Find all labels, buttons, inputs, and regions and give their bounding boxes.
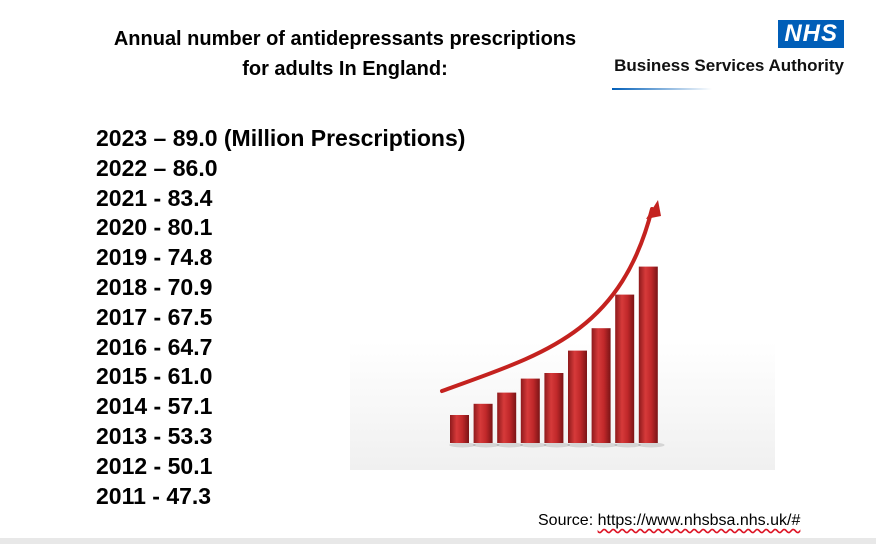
illustration-bar bbox=[544, 373, 564, 443]
bar-shadow bbox=[520, 442, 547, 448]
data-row: 2011 - 47.3 bbox=[96, 482, 212, 509]
growth-bar-illustration bbox=[440, 200, 665, 448]
bar-shadow bbox=[472, 442, 500, 448]
data-row: 2012 - 50.1 bbox=[96, 452, 213, 479]
bottom-band bbox=[0, 538, 876, 544]
nhsbsa-logo: NHS Business Services Authority bbox=[612, 20, 848, 92]
data-row: 2015 - 61.0 bbox=[96, 363, 213, 390]
bar-shadow bbox=[614, 442, 641, 448]
chart-title: Annual number of antidepressants prescri… bbox=[80, 24, 610, 84]
data-row: 2023 – 89.0 (Million Prescriptions) bbox=[96, 125, 466, 151]
org-name: Business Services Authority bbox=[614, 56, 844, 75]
data-row: 2016 - 64.7 bbox=[96, 333, 213, 360]
data-row: 2013 - 53.3 bbox=[96, 422, 213, 449]
data-row: 2014 - 57.1 bbox=[96, 393, 213, 420]
title-line-1: Annual number of antidepressants prescri… bbox=[113, 28, 577, 50]
title-line-2: for adults In England: bbox=[242, 58, 448, 80]
bar-shadow bbox=[567, 442, 594, 448]
bar-shadow bbox=[543, 442, 571, 448]
illustration-bar bbox=[615, 294, 635, 443]
data-row: 2018 - 70.9 bbox=[96, 273, 213, 300]
trend-arrow-head bbox=[646, 200, 661, 219]
data-row: 2017 - 67.5 bbox=[96, 303, 213, 330]
bar-shadow bbox=[590, 442, 618, 448]
illustration-bar bbox=[520, 378, 540, 443]
bar-shadow bbox=[638, 442, 665, 448]
bar-shadow bbox=[449, 442, 476, 448]
illustration-bar bbox=[450, 415, 469, 443]
prescription-data-list: 2023 – 89.0 (Million Prescriptions) 2022… bbox=[96, 124, 465, 511]
trend-arrow-line bbox=[440, 207, 654, 393]
illustration-bar bbox=[638, 266, 658, 443]
data-row: 2019 - 74.8 bbox=[96, 244, 213, 271]
data-row: 2020 - 80.1 bbox=[96, 214, 213, 241]
source-note: Source: https://www.nhsbsa.nhs.uk/# bbox=[538, 512, 800, 530]
bar-shadow bbox=[496, 442, 523, 448]
illustration-bar bbox=[497, 392, 517, 443]
illustration-bar bbox=[591, 328, 611, 443]
source-label: Source: bbox=[538, 512, 594, 529]
illustration-bar bbox=[473, 403, 493, 443]
logo-rule bbox=[612, 88, 712, 90]
source-url[interactable]: https://www.nhsbsa.nhs.uk/# bbox=[597, 512, 801, 529]
nhs-badge: NHS bbox=[778, 20, 844, 48]
data-row: 2022 – 86.0 bbox=[96, 154, 218, 181]
data-row: 2021 - 83.4 bbox=[96, 184, 213, 211]
illustration-bar bbox=[568, 350, 587, 443]
